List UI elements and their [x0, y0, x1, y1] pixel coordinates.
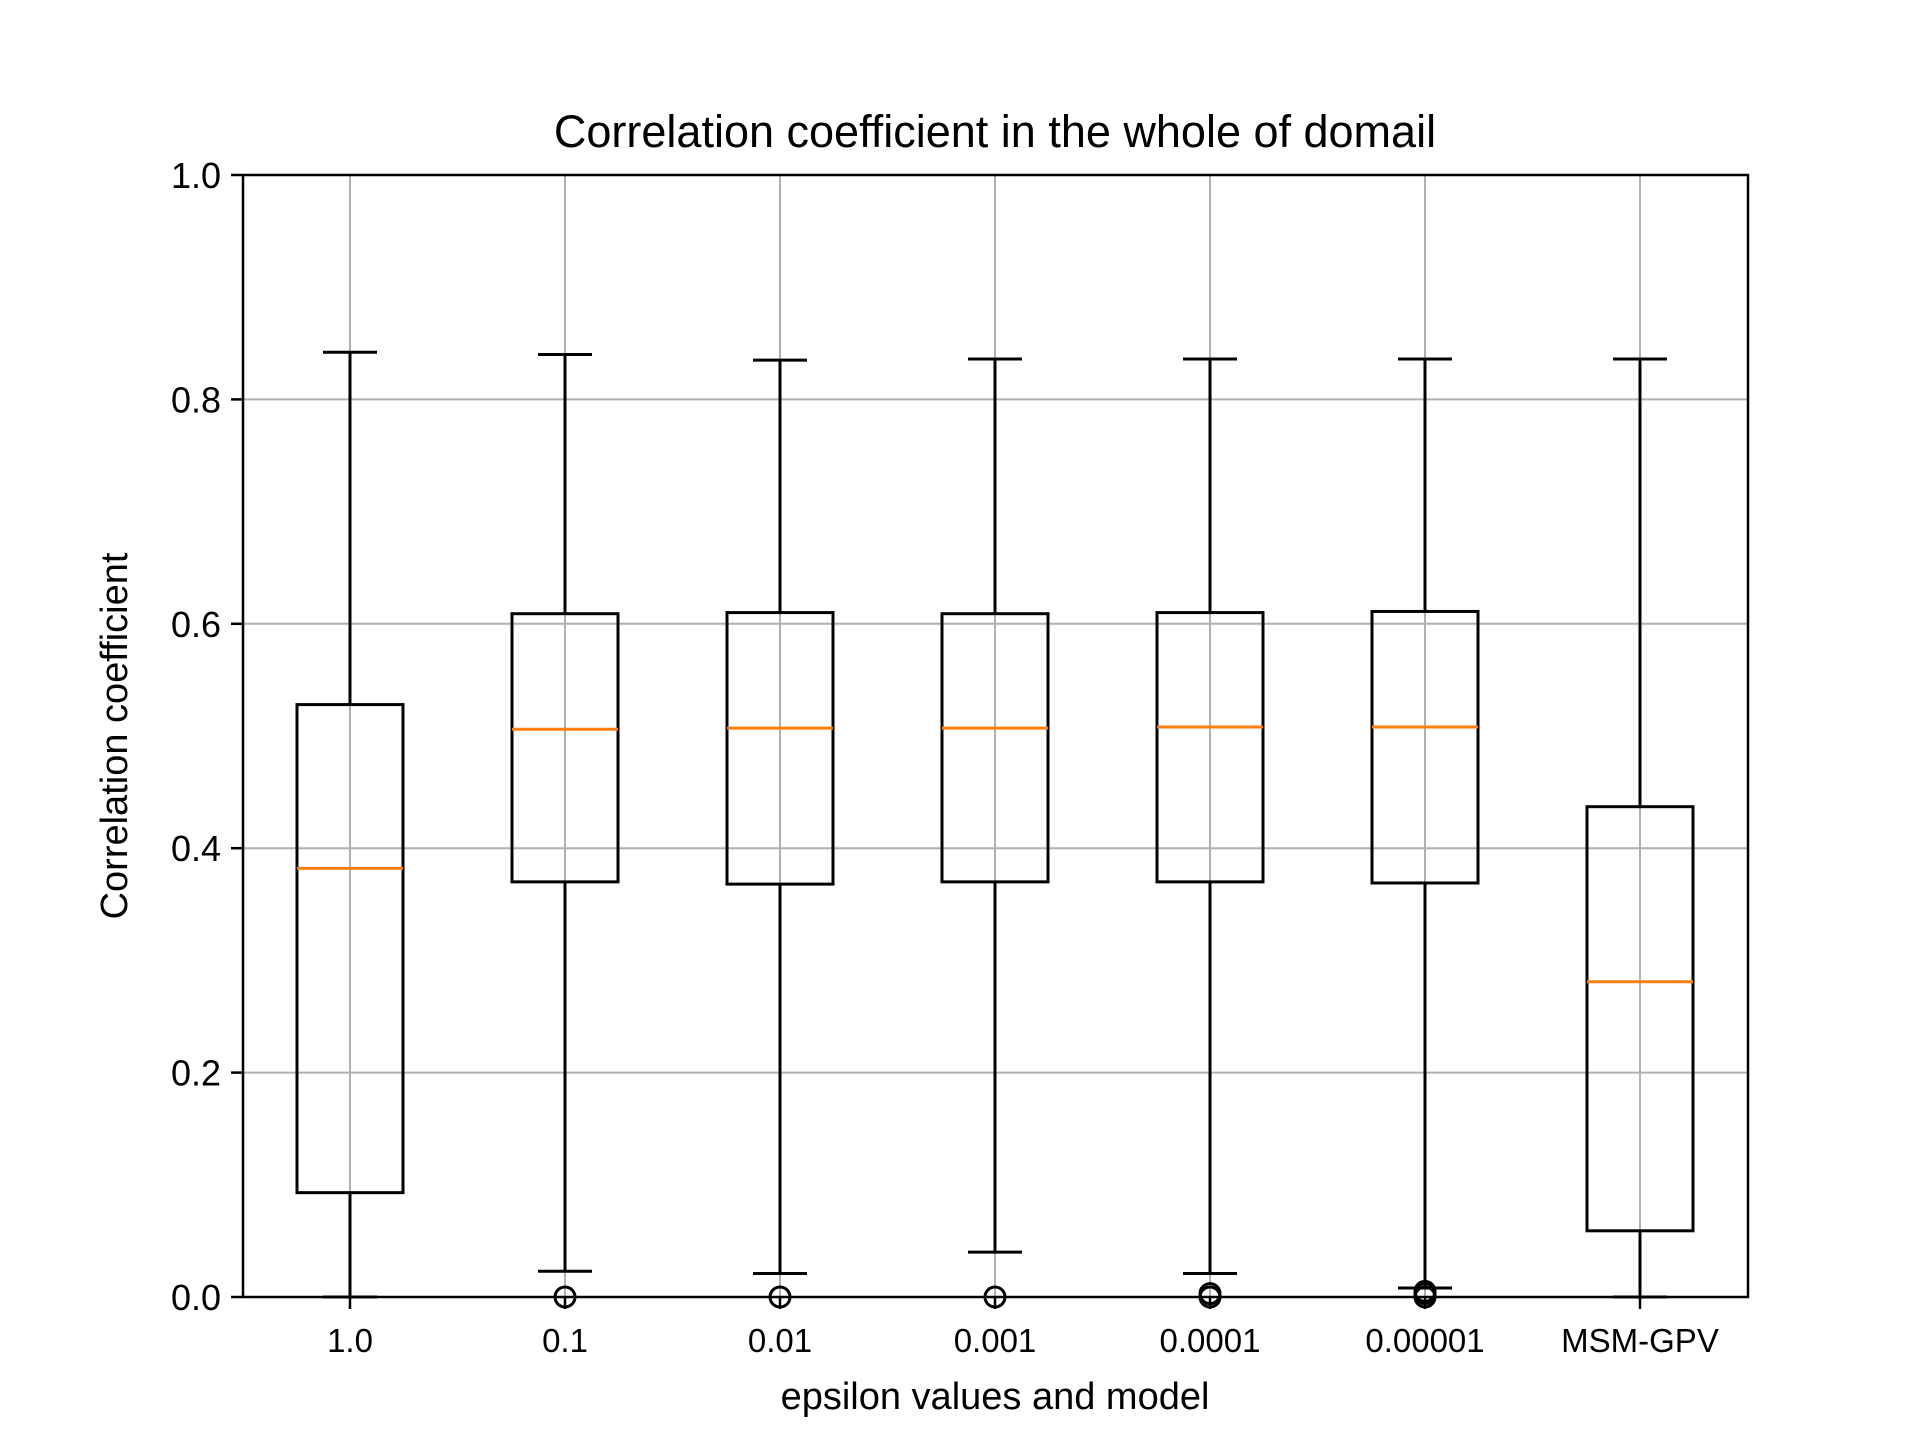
y-tick-label: 1.0: [171, 155, 221, 196]
x-tick-label: 0.1: [542, 1322, 588, 1359]
iqr-box: [1585, 805, 1695, 1233]
axis-ticks: 0.0 0.2 0.4 0.6 0.8 1.0 1.0 0.1 0.01 0.001 0.0001 0…: [171, 155, 1719, 1359]
iqr-box: [510, 612, 620, 884]
y-tick-label: 0.8: [171, 379, 221, 420]
x-tick-label: 0.001: [954, 1322, 1037, 1359]
y-axis-label: Correlation coefficient: [94, 552, 136, 919]
x-tick-label: 0.0001: [1160, 1322, 1261, 1359]
x-tick-label: MSM-GPV: [1561, 1322, 1719, 1359]
y-tick-label: 0.0: [171, 1277, 221, 1318]
chart-title: Correlation coefficient in the whole of …: [554, 106, 1436, 157]
iqr-box: [940, 612, 1050, 884]
iqr-box: [725, 611, 835, 886]
iqr-box: [1370, 609, 1480, 885]
y-tick-label: 0.4: [171, 828, 221, 869]
x-axis-label: epsilon values and model: [781, 1376, 1210, 1418]
x-tick-label: 1.0: [327, 1322, 373, 1359]
y-tick-label: 0.6: [171, 604, 221, 645]
x-tick-label: 0.01: [748, 1322, 812, 1359]
y-tick-label: 0.2: [171, 1053, 221, 1094]
iqr-box: [295, 703, 405, 1195]
iqr-box: [1155, 611, 1265, 884]
x-tick-label: 0.00001: [1365, 1322, 1484, 1359]
box-series: [295, 350, 1695, 1309]
